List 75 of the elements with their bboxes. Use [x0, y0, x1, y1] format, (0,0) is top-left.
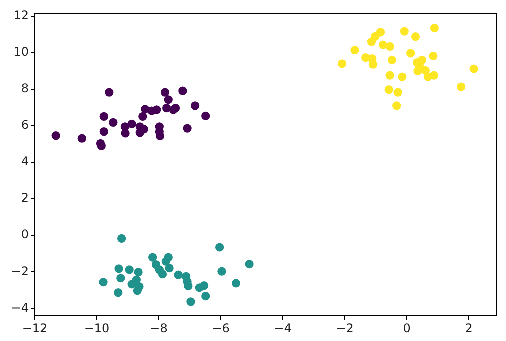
- point: [368, 60, 378, 69]
- point: [178, 86, 188, 96]
- point: [388, 56, 396, 65]
- point: [118, 234, 126, 244]
- point: [232, 279, 241, 288]
- point: [52, 132, 60, 140]
- x-tick-label: −12: [22, 321, 48, 336]
- point: [114, 288, 123, 298]
- point: [171, 104, 180, 113]
- point: [400, 27, 409, 36]
- point: [350, 46, 360, 55]
- y-tick-label: 12: [14, 8, 29, 22]
- point: [202, 112, 210, 120]
- y-tick-label: 2: [21, 191, 29, 206]
- point: [406, 49, 416, 58]
- point: [162, 104, 172, 113]
- x-tick-label: 2: [465, 321, 473, 336]
- x-tick-label: −6: [212, 321, 230, 336]
- y-tick-label: 4: [21, 154, 29, 169]
- point: [384, 86, 394, 94]
- point: [128, 120, 136, 128]
- point: [183, 124, 192, 133]
- point: [100, 112, 108, 121]
- point: [245, 260, 254, 269]
- point: [134, 268, 143, 277]
- y-tick-label: 6: [21, 118, 29, 132]
- point: [105, 88, 114, 97]
- point: [386, 71, 394, 80]
- point: [78, 134, 86, 143]
- point: [398, 72, 407, 82]
- y-tick-label: −2: [11, 264, 29, 278]
- point: [109, 118, 118, 128]
- y-tick-label: 8: [21, 82, 29, 96]
- point: [392, 102, 402, 110]
- point: [378, 40, 388, 50]
- point: [394, 88, 402, 97]
- point: [114, 264, 124, 274]
- point: [186, 298, 196, 306]
- point: [125, 266, 134, 274]
- point: [164, 96, 173, 104]
- point: [100, 128, 108, 136]
- x-tick-label: 0: [403, 321, 411, 336]
- point: [470, 64, 478, 74]
- point: [160, 88, 170, 97]
- point: [152, 106, 162, 114]
- point: [135, 282, 144, 292]
- x-tick-label: −2: [336, 321, 354, 336]
- point: [138, 112, 148, 121]
- point: [411, 32, 420, 42]
- x-tick-label: −4: [274, 321, 292, 336]
- point: [386, 42, 394, 52]
- y-tick-label: 10: [14, 45, 29, 60]
- point: [164, 253, 173, 262]
- y-tick-label: −4: [11, 300, 29, 315]
- point: [216, 243, 224, 252]
- point: [457, 82, 466, 92]
- point: [99, 278, 108, 287]
- point: [338, 60, 347, 68]
- point: [116, 274, 126, 283]
- point: [200, 282, 209, 290]
- point: [191, 102, 200, 110]
- x-tick-label: −10: [84, 321, 110, 336]
- point: [148, 253, 158, 262]
- point: [430, 71, 438, 80]
- point: [121, 129, 130, 138]
- point: [429, 52, 438, 61]
- y-tick-label: 0: [21, 228, 29, 242]
- point: [430, 24, 439, 33]
- point: [218, 267, 226, 276]
- point: [165, 264, 174, 273]
- point: [202, 292, 210, 301]
- point: [376, 28, 386, 37]
- x-tick-label: −8: [150, 321, 168, 336]
- point: [158, 270, 168, 279]
- point: [174, 270, 183, 280]
